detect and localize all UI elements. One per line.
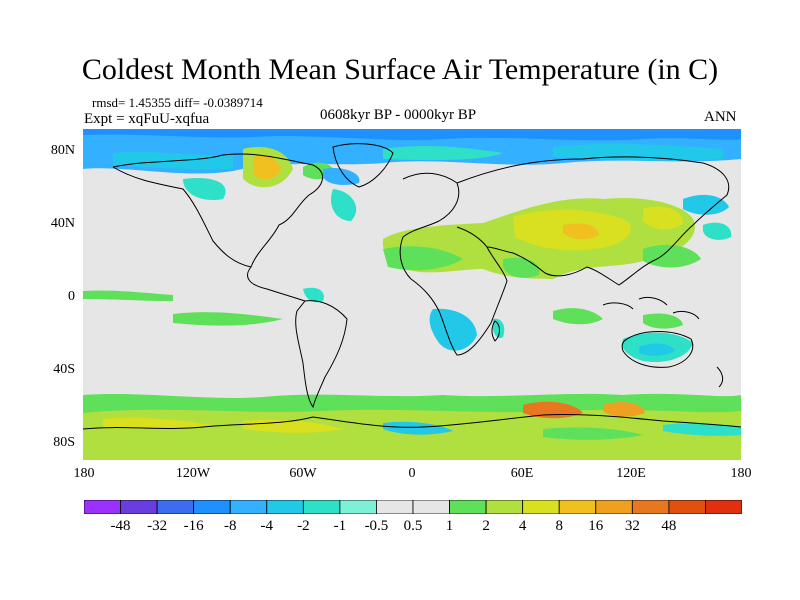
- colorbar-label: -32: [147, 518, 168, 534]
- lon-tick-60w: 60W: [289, 466, 317, 481]
- colorbar-label: 48: [661, 518, 677, 534]
- colorbar-label: 32: [624, 518, 640, 534]
- colorbar-box: [84, 500, 121, 514]
- colorbar-label: -2: [297, 518, 310, 534]
- colorbar-label: -4: [260, 518, 274, 534]
- colorbar-box: [376, 500, 414, 514]
- colorbar-box: [339, 500, 377, 514]
- lon-tick-0: 0: [408, 466, 416, 481]
- colorbar-box: [558, 500, 597, 514]
- colorbar-label: 1: [445, 518, 454, 534]
- colorbar-label: -8: [223, 518, 237, 534]
- lon-tick-120e: 120E: [616, 466, 646, 481]
- colorbar-label: 16: [588, 518, 604, 534]
- colorbar-label: 8: [555, 518, 563, 534]
- colorbar-box: [631, 500, 670, 514]
- colorbar-box: [266, 500, 304, 514]
- lon-tick-120w: 120W: [175, 466, 211, 481]
- stats-text: rmsd= 1.45355 diff= -0.0389714: [92, 95, 263, 110]
- colorbar-label: -48: [110, 518, 131, 534]
- colorbar-box: [412, 500, 450, 514]
- lat-tick-40s: 40S: [53, 362, 75, 377]
- colorbar: [84, 500, 742, 514]
- lat-tick-80n: 80N: [50, 143, 75, 158]
- season-text: ANN: [704, 109, 737, 125]
- plot-title: Coldest Month Mean Surface Air Temperatu…: [81, 53, 719, 86]
- lat-tick-40n: 40N: [50, 216, 75, 231]
- colorbar-box: [120, 500, 158, 514]
- temperature-anomaly-map: [83, 129, 741, 460]
- colorbar-label: -1: [333, 518, 347, 534]
- colorbar-box: [193, 500, 231, 514]
- lon-tick-180e: 180: [730, 466, 752, 481]
- colorbar-label: -16: [183, 518, 204, 534]
- period-text: 0608kyr BP - 0000kyr BP: [320, 107, 477, 123]
- colorbar-label: 2: [482, 518, 490, 534]
- lat-tick-80s: 80S: [53, 435, 75, 450]
- coastlines: [83, 143, 741, 430]
- colorbar-label: -0.5: [364, 518, 389, 534]
- colorbar-box: [449, 500, 487, 514]
- experiment-text: Expt = xqFuU-xqfua: [84, 111, 210, 127]
- colorbar-box: [156, 500, 195, 514]
- colorbar-box: [485, 500, 524, 514]
- colorbar-box: [595, 500, 633, 514]
- colorbar-label: 4: [518, 518, 527, 534]
- colorbar-box: [705, 500, 742, 514]
- lon-tick-60e: 60E: [510, 466, 534, 481]
- colorbar-box: [229, 500, 268, 514]
- colorbar-box: [522, 500, 560, 514]
- colorbar-box: [668, 500, 706, 514]
- lat-tick-0: 0: [68, 289, 75, 304]
- colorbar-label: 0.5: [403, 518, 423, 534]
- colorbar-box: [302, 500, 341, 514]
- lon-tick-180w: 180: [73, 466, 95, 481]
- anomaly-fields: [83, 129, 741, 460]
